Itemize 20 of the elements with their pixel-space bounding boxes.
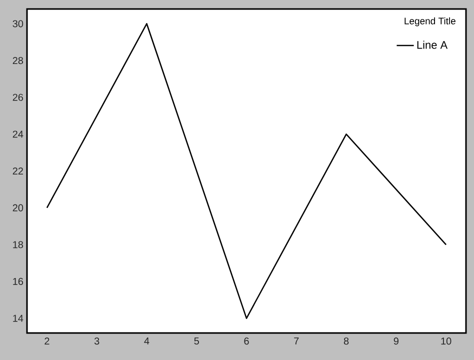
x-tick-label: 6 — [244, 338, 249, 345]
x-tick-label: 2 — [44, 338, 50, 345]
y-tick-label: 26 — [12, 94, 24, 101]
x-tick-label: 4 — [144, 338, 150, 344]
y-tick-label: 18 — [13, 241, 24, 248]
y-tick-label: 30 — [12, 20, 24, 28]
y-tick-label: 28 — [12, 57, 24, 64]
legend-label: Line A — [417, 40, 448, 49]
x-tick-label: 8 — [344, 338, 349, 345]
x-tick-label: 3 — [94, 338, 100, 345]
y-tick-label: 24 — [12, 130, 24, 138]
y-tick-label: 22 — [12, 168, 23, 174]
x-tick-label: 10 — [441, 338, 452, 345]
y-tick-label: 16 — [13, 278, 24, 285]
y-tick-label: 20 — [12, 204, 24, 212]
legend-title: Legend Title — [404, 17, 456, 26]
y-tick-label: 14 — [13, 314, 24, 322]
x-tick-label: 9 — [394, 338, 398, 345]
x-tick-label: 7 — [294, 338, 299, 344]
x-tick-label: 5 — [194, 338, 199, 345]
